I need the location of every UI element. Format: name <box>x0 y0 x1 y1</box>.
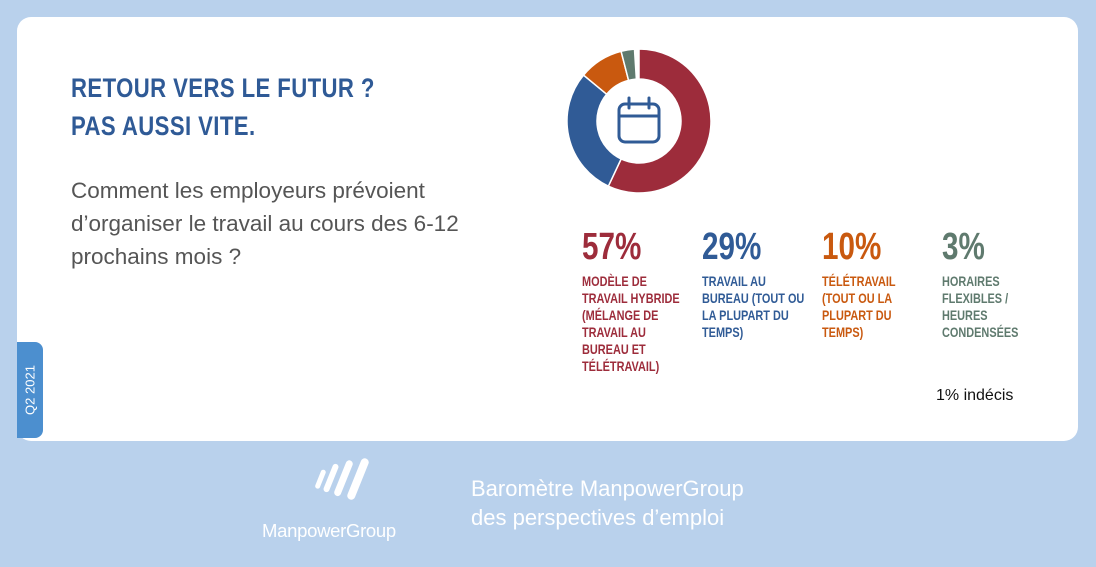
donut-chart <box>566 48 712 194</box>
stat-label: Télétravail (tout ou la plupart du temps… <box>822 273 896 340</box>
stat-item-4: 3% Horaires flexibles / heures condensées <box>942 227 1060 341</box>
stat-item-3: 10% Télétravail (tout ou la plupart du te… <box>822 227 940 341</box>
donut-slice-1 <box>607 48 712 194</box>
stat-label: Modèle de travail hybride (mélange de tr… <box>582 273 680 374</box>
infographic-card: RETOUR VERS LE FUTUR ? PAS AUSSI VITE. C… <box>17 17 1078 441</box>
stat-label: Travail au bureau (tout ou la plupart du… <box>702 273 805 340</box>
donut-slice-4 <box>620 48 638 82</box>
stat-item-1: 57% Modèle de travail hybride (mélange de… <box>582 227 700 375</box>
headline-line-2: PAS AUSSI VITE. <box>71 111 256 141</box>
headline: RETOUR VERS LE FUTUR ? PAS AUSSI VITE. <box>71 69 432 145</box>
stat-label: Horaires flexibles / heures condensées <box>942 273 1019 340</box>
logo-wordmark: ManpowerGroup <box>262 520 396 541</box>
stat-percent: 57% <box>582 226 642 268</box>
headline-line-1: RETOUR VERS LE FUTUR ? <box>71 73 375 103</box>
period-tag-label: Q2 2021 <box>22 365 38 415</box>
donut-slice-2 <box>566 74 623 188</box>
stat-percent: 29% <box>702 226 762 268</box>
survey-question: Comment les employeurs prévoient d’organ… <box>71 178 459 269</box>
period-tag: Q2 2021 <box>17 342 43 438</box>
barometer-line-2: des perspectives d’emploi <box>471 505 725 530</box>
stat-percent: 3% <box>942 226 985 268</box>
calendar-icon <box>617 96 661 144</box>
stat-item-2: 29% Travail au bureau (tout ou la plupart… <box>702 227 820 341</box>
stat-percent: 10% <box>822 226 882 268</box>
undecided-note: 1% indécis <box>936 387 1014 404</box>
barometer-line-1: Baromètre ManpowerGroup <box>471 476 744 501</box>
manpowergroup-logo <box>315 458 369 500</box>
barometer-title: Baromètre ManpowerGroup des perspectives… <box>471 474 744 532</box>
